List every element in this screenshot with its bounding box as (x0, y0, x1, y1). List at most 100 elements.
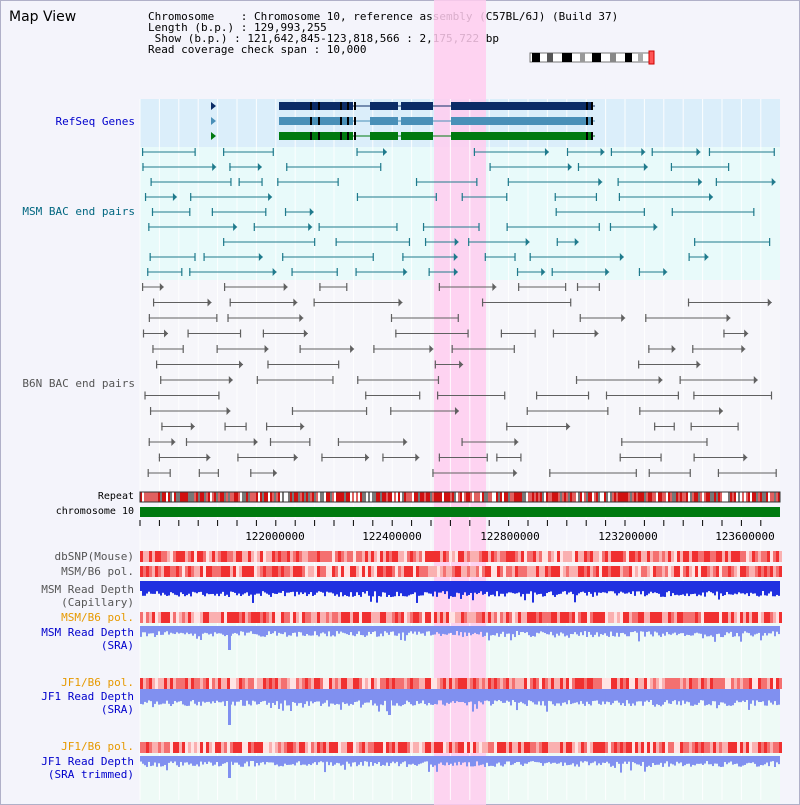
repeat-cell (502, 492, 504, 502)
msm-sra-depth-bar (596, 626, 598, 633)
jf1-trimmed-depth-bar (554, 756, 556, 763)
jf1-trimmed-depth-bar (498, 756, 500, 763)
jf1-trimmed-depth-bar (424, 756, 426, 762)
jf1-sra-depth-bar (734, 689, 736, 703)
repeat-cell (330, 492, 332, 502)
jf1-sra-depth-bar (214, 689, 216, 703)
msm-b6-pol-sra-heat-cell (278, 612, 281, 623)
dbsnp-heat-cell (566, 551, 569, 562)
track-label-jf1-b6-pol-1[interactable]: JF1/B6 pol. (61, 676, 134, 689)
b6n-bac-track[interactable] (142, 283, 777, 477)
repeat-cell (698, 492, 700, 502)
track-label-msm-depth-sra[interactable]: MSM Read Depth (41, 626, 134, 639)
chromosome-ideogram[interactable] (529, 50, 655, 65)
track-label-b6n-bac[interactable]: B6N BAC end pairs (22, 377, 135, 390)
track-label-msm-bac[interactable]: MSM BAC end pairs (22, 205, 135, 218)
read-depth-tracks[interactable] (140, 581, 780, 778)
track-label-refseq[interactable]: RefSeq Genes (55, 115, 135, 128)
chromosome-bar[interactable] (140, 507, 780, 517)
track-label-dbsnp[interactable]: dbSNP(Mouse) (54, 550, 134, 563)
msm-sra-depth-bar (306, 626, 308, 635)
track-label-jf1-b6-pol-2[interactable]: JF1/B6 pol. (61, 740, 134, 753)
repeat-cell (542, 492, 544, 502)
msm-b6-pol-sra-heat-cell (530, 612, 533, 623)
jf1-sra-depth-bar (664, 689, 666, 703)
jf1-b6-pol-trim-heat-cell (656, 742, 659, 753)
jf1-trimmed-depth-bar (200, 756, 202, 762)
jf1-sra-depth-bar (558, 689, 560, 704)
dbsnp-heat-cell (458, 551, 461, 562)
repeat-cell (222, 492, 224, 502)
msm-capillary-depth-bar (368, 581, 370, 596)
dbsnp-heat-cell (527, 551, 530, 562)
msm-bac-track[interactable] (142, 148, 776, 276)
repeat-cell (476, 492, 478, 502)
track-label-chromosome[interactable]: chromosome 10 (55, 506, 134, 517)
msm-capillary-depth-bar (544, 581, 546, 597)
msm-b6-pol-heat-cell (707, 566, 710, 577)
msm-b6-pol-sra-heat-cell (227, 612, 230, 623)
track-label-jf1-depth-sra[interactable]: JF1 Read Depth (41, 690, 134, 703)
msm-b6-pol-heat-cell (527, 566, 530, 577)
dbsnp-heat-cell (647, 551, 650, 562)
jf1-b6-pol-trim-heat-cell (371, 742, 374, 753)
bac-end-right (587, 391, 590, 400)
polymorphism-tracks[interactable] (140, 551, 782, 753)
msm-sra-depth-bar (644, 626, 646, 637)
msm-capillary-depth-bar (648, 581, 650, 594)
bac-end-arrow (257, 163, 262, 171)
msm-b6-pol-heat-cell (731, 566, 734, 577)
repeat-cell (218, 492, 220, 502)
msm-b6-pol-sra-heat-cell (254, 612, 257, 623)
repeat-cell (436, 492, 438, 502)
repeat-cell (592, 492, 594, 502)
msm-sra-depth-bar (650, 626, 652, 635)
ideogram-band (610, 53, 616, 62)
track-label-msm-b6-pol-2[interactable]: MSM/B6 pol. (61, 611, 134, 624)
msm-sra-depth-bar (154, 626, 156, 637)
msm-sra-depth-bar (512, 626, 514, 635)
msm-capillary-depth-bar (190, 581, 192, 597)
msm-b6-pol-sra-heat-cell (143, 612, 146, 623)
jf1-sra-depth-bar (588, 689, 590, 705)
repeat-cell (458, 492, 460, 502)
dbsnp-heat-cell (236, 551, 239, 562)
track-label-repeat[interactable]: Repeat (97, 491, 134, 502)
dbsnp-heat-cell (257, 551, 260, 562)
bac-end-arrow (190, 422, 195, 431)
jf1-trimmed-depth-bar (460, 756, 462, 765)
jf1-b6-pol-heat-cell (770, 678, 773, 689)
msm-sra-depth-bar (216, 626, 218, 634)
repeat-track[interactable] (139, 491, 781, 503)
repeat-cell (730, 492, 732, 502)
repeat-cell (338, 492, 340, 502)
msm-b6-pol-heat-cell (278, 566, 281, 577)
jf1-trimmed-depth-bar (654, 756, 656, 766)
bac-end-left (526, 407, 528, 415)
msm-b6-pol-sra-heat-cell (149, 612, 152, 623)
jf1-sra-depth-bar (168, 689, 170, 704)
msm-b6-pol-heat-cell (293, 566, 296, 577)
track-label-msm-b6-pol-1[interactable]: MSM/B6 pol. (61, 565, 134, 578)
jf1-b6-pol-trim-heat-cell (671, 742, 674, 753)
bac-end-left (256, 376, 258, 384)
dbsnp-heat-cell (383, 551, 386, 562)
track-label-jf1-depth-trimmed[interactable]: JF1 Read Depth (41, 755, 134, 768)
track-label-msm-depth-capillary[interactable]: MSM Read Depth (41, 583, 134, 596)
msm-b6-pol-heat-cell (158, 566, 161, 577)
dbsnp-heat-cell (191, 551, 194, 562)
jf1-b6-pol-trim-heat-cell (233, 742, 236, 753)
refseq-gene-track[interactable] (211, 102, 595, 140)
jf1-sra-depth-bar (680, 689, 682, 706)
jf1-b6-pol-heat-cell (623, 678, 626, 689)
bac-end-left (693, 453, 695, 462)
jf1-b6-pol-heat-cell (203, 678, 206, 689)
repeat-cell (360, 492, 362, 502)
msm-capillary-depth-bar (316, 581, 318, 593)
dbsnp-heat-cell (614, 551, 617, 562)
msm-b6-pol-heat-cell (272, 566, 275, 577)
jf1-trimmed-depth-bar (402, 756, 404, 763)
repeat-cell (210, 492, 212, 502)
dbsnp-heat-cell (623, 551, 626, 562)
